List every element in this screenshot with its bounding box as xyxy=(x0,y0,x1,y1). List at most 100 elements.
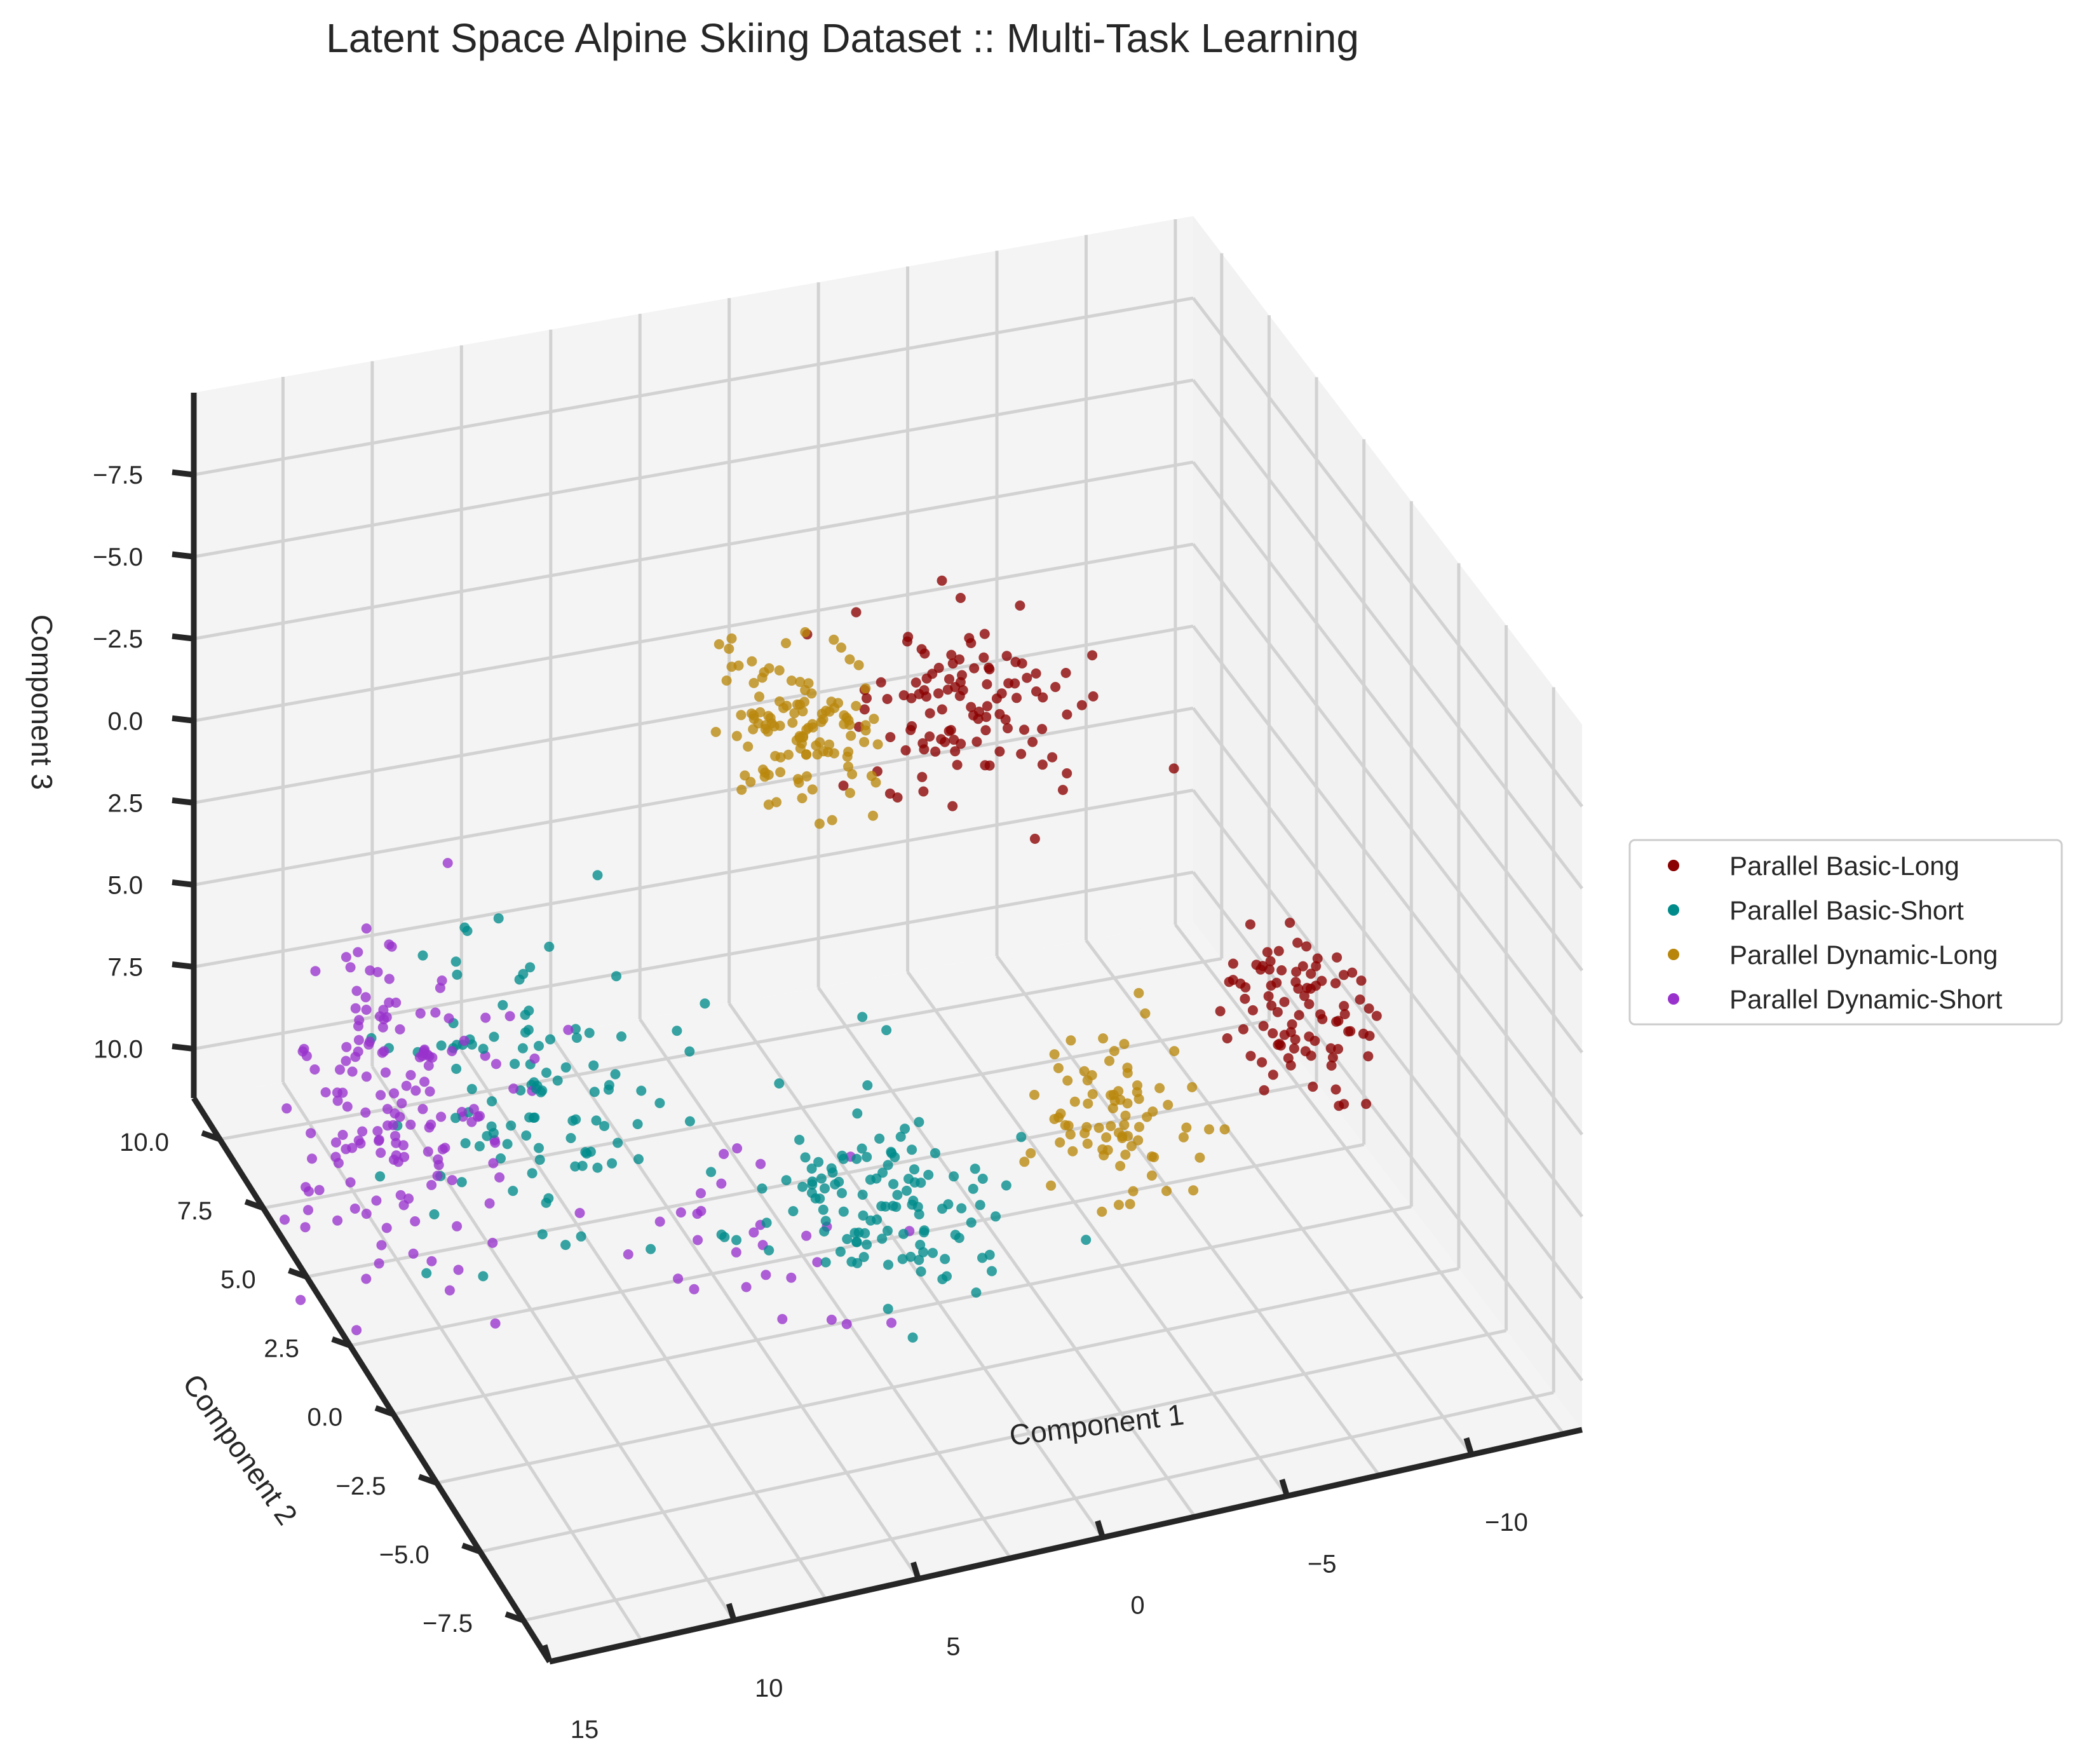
data-point xyxy=(907,1332,918,1343)
data-point xyxy=(1053,1112,1064,1123)
data-point xyxy=(423,1061,434,1071)
z-tick-mark xyxy=(172,797,194,806)
data-point xyxy=(761,1270,771,1280)
data-point xyxy=(1149,1152,1160,1162)
z-tick-label: 0.0 xyxy=(107,707,143,735)
data-point xyxy=(916,1177,926,1188)
y-tick-label: −2.5 xyxy=(335,1472,386,1500)
data-point xyxy=(877,1233,888,1244)
grid-line-x xyxy=(370,1065,736,1622)
data-point xyxy=(977,1252,987,1263)
data-point xyxy=(914,1254,924,1265)
data-point xyxy=(1356,975,1367,986)
data-point xyxy=(450,956,461,967)
data-point xyxy=(1076,700,1087,710)
data-point xyxy=(1371,1010,1382,1021)
data-point xyxy=(297,1046,308,1057)
data-point xyxy=(862,693,872,703)
data-point xyxy=(560,1062,571,1073)
data-point xyxy=(612,1137,623,1148)
data-point xyxy=(1120,1150,1131,1160)
data-point xyxy=(819,1226,830,1237)
data-point xyxy=(886,1148,897,1158)
data-point xyxy=(390,1130,400,1141)
data-point xyxy=(488,1158,499,1169)
data-point xyxy=(885,732,896,742)
data-point xyxy=(1163,1099,1174,1110)
z-tick-mark xyxy=(172,879,194,888)
data-point xyxy=(954,654,964,665)
data-point xyxy=(818,1204,829,1215)
data-point xyxy=(1098,1033,1109,1044)
data-point xyxy=(570,1161,581,1172)
grid-line-z xyxy=(193,706,1194,886)
data-point xyxy=(716,1229,727,1240)
data-point xyxy=(1062,1075,1073,1086)
data-point xyxy=(820,1216,831,1226)
data-point xyxy=(537,1229,548,1240)
data-point xyxy=(1168,763,1179,774)
data-point xyxy=(1029,834,1040,844)
data-point xyxy=(372,967,383,977)
data-point xyxy=(335,1064,345,1075)
data-point xyxy=(903,632,914,642)
data-point xyxy=(1338,970,1349,980)
data-point xyxy=(924,731,935,742)
data-point xyxy=(1082,1075,1093,1086)
data-point xyxy=(388,1120,398,1130)
data-point xyxy=(1300,1046,1311,1057)
data-point xyxy=(588,1060,599,1071)
data-point xyxy=(837,1188,847,1198)
data-point xyxy=(384,997,395,1008)
data-point xyxy=(1087,1089,1098,1099)
data-point xyxy=(900,745,911,756)
data-point xyxy=(580,1147,591,1158)
data-point xyxy=(456,1177,467,1188)
data-point xyxy=(857,1012,868,1022)
grid-line-z xyxy=(1192,379,1583,890)
data-point xyxy=(1334,1101,1344,1111)
data-point xyxy=(982,701,992,712)
data-point xyxy=(1301,941,1312,952)
legend: Parallel Basic-Long Parallel Basic-Short… xyxy=(1628,839,2063,1026)
data-point xyxy=(759,667,769,677)
data-point xyxy=(1257,1057,1268,1068)
data-point xyxy=(384,939,395,950)
data-point xyxy=(731,731,742,742)
data-point xyxy=(1304,999,1315,1010)
data-point xyxy=(1181,1122,1192,1133)
data-point xyxy=(978,652,989,663)
data-point xyxy=(1060,668,1071,678)
data-point xyxy=(534,1041,544,1051)
y-tick-mark xyxy=(504,1611,525,1624)
y-axis-line xyxy=(191,1096,552,1664)
grid-line-z xyxy=(193,542,1194,723)
data-point xyxy=(726,662,737,672)
data-point xyxy=(560,1240,571,1251)
data-point xyxy=(843,761,853,772)
z-axis-label: Component 3 xyxy=(25,614,58,790)
data-point xyxy=(1053,1062,1064,1073)
data-point xyxy=(856,1143,867,1154)
data-point xyxy=(474,1141,485,1151)
data-point xyxy=(457,1106,467,1117)
data-point xyxy=(1142,1111,1153,1122)
data-point xyxy=(1228,975,1238,986)
data-point xyxy=(1132,1087,1142,1097)
y-tick-label: 2.5 xyxy=(264,1334,299,1362)
data-point xyxy=(930,746,941,757)
grid-line-x xyxy=(727,1002,1104,1538)
data-point xyxy=(774,665,785,675)
data-point xyxy=(320,1087,331,1097)
grid-line-z xyxy=(1192,543,1583,1054)
data-point xyxy=(1358,1028,1369,1039)
data-point xyxy=(341,1055,351,1066)
data-point xyxy=(1325,1043,1336,1054)
data-point xyxy=(1133,987,1144,998)
data-point xyxy=(452,969,463,980)
data-point xyxy=(337,1087,348,1098)
data-point xyxy=(508,1083,519,1094)
data-point xyxy=(552,1075,563,1086)
data-point xyxy=(1290,977,1301,987)
